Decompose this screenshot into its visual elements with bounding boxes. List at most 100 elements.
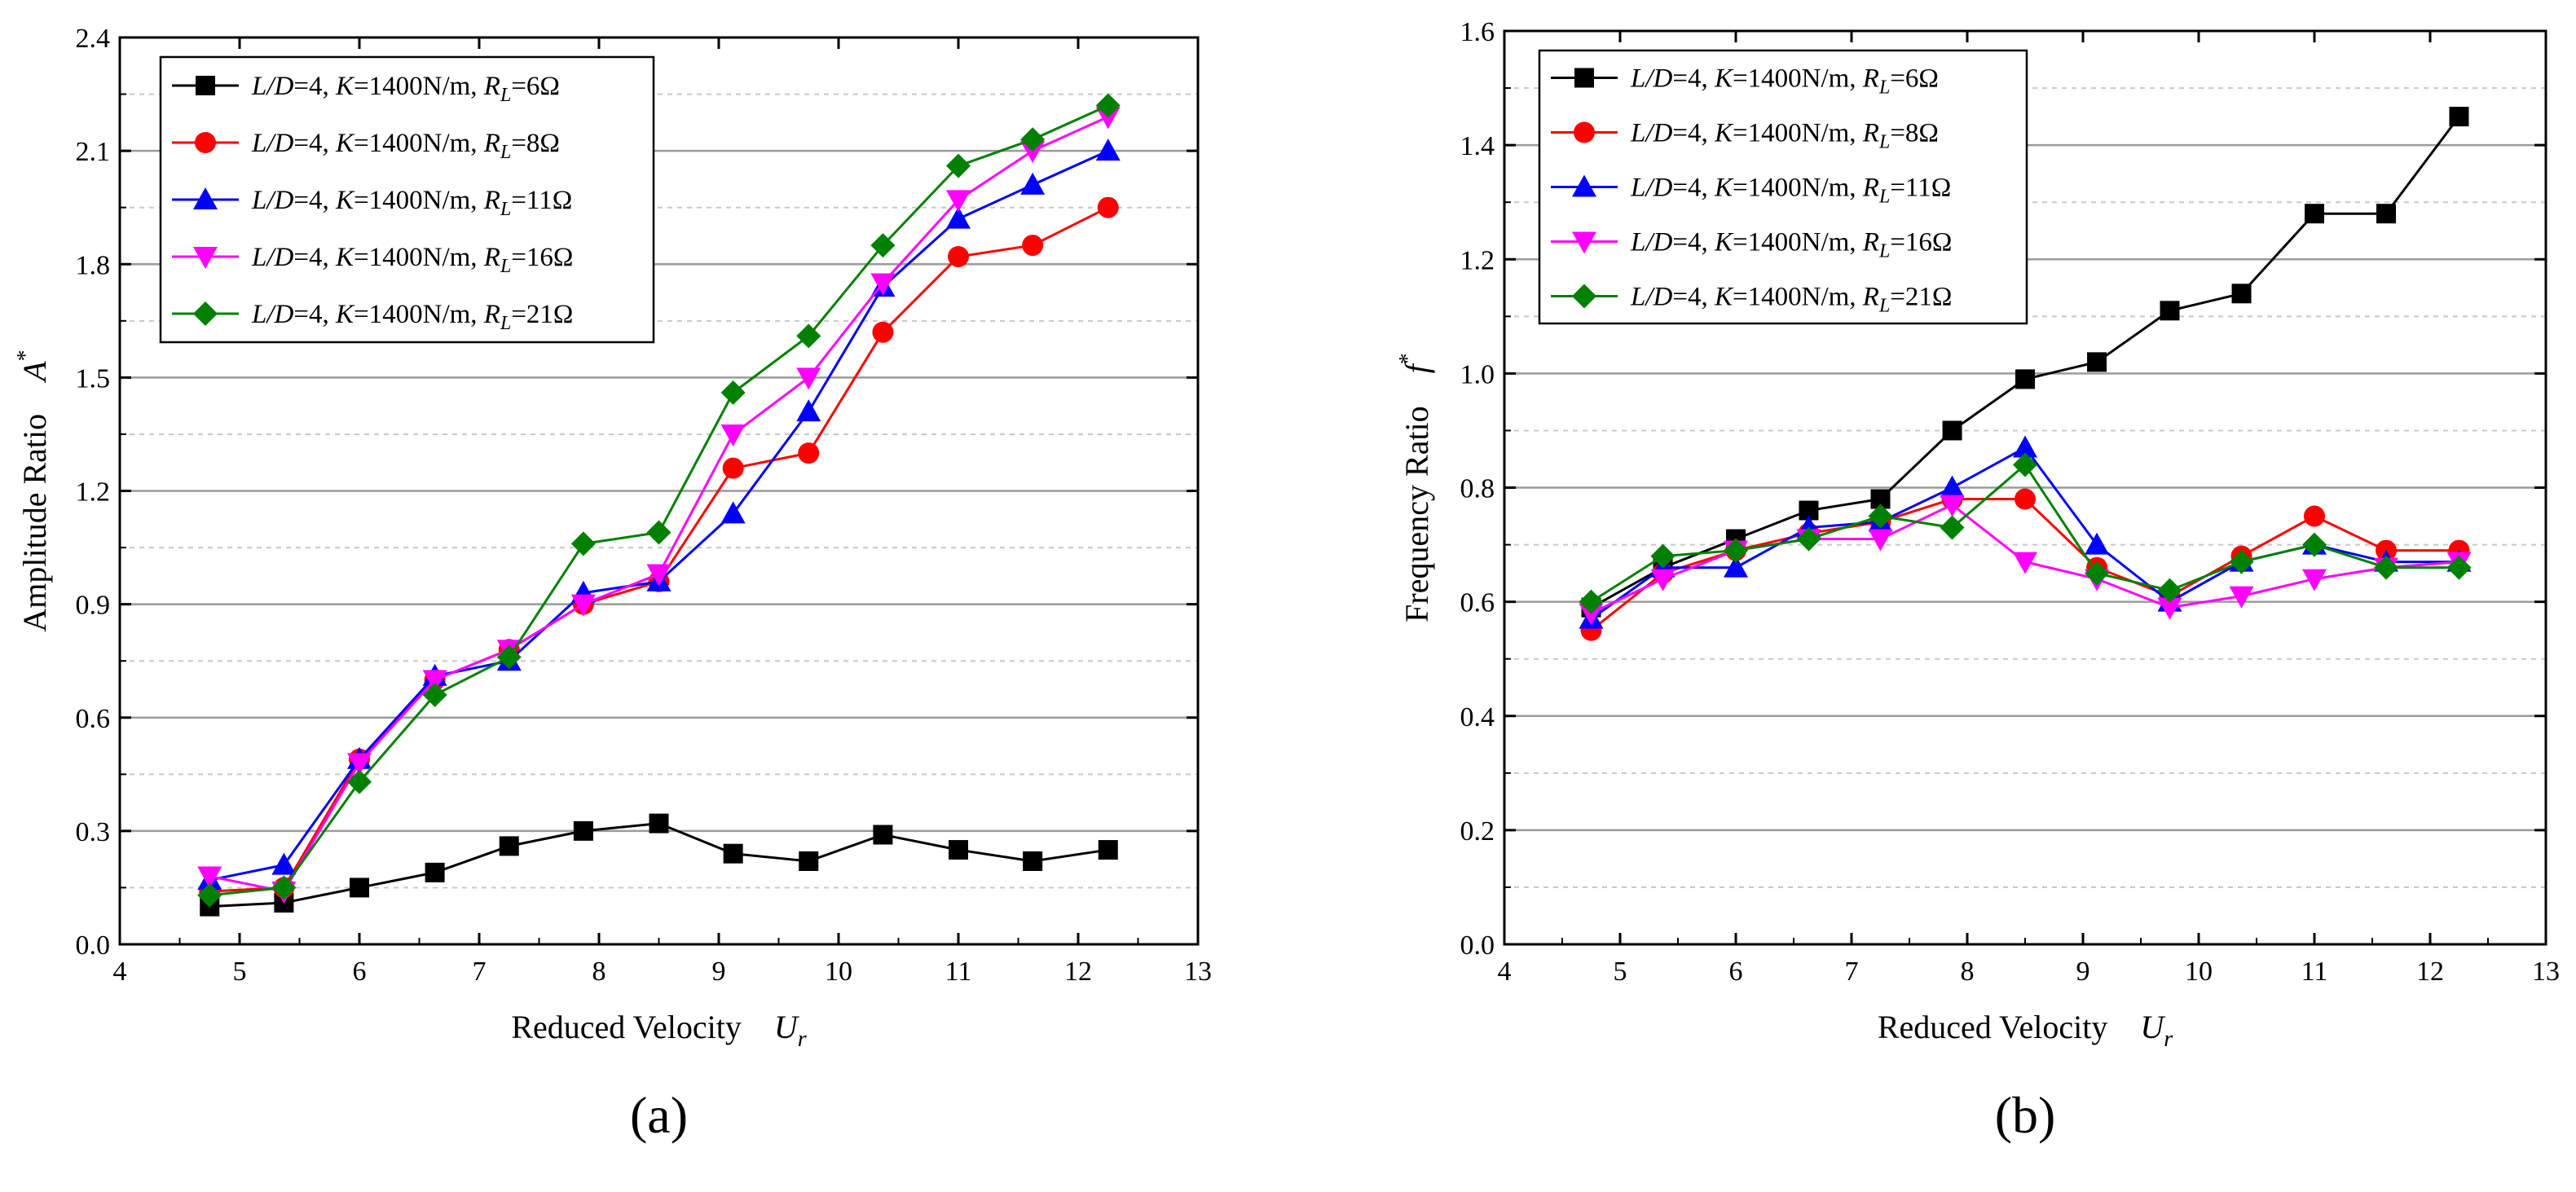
data-point-s3-10 — [2302, 569, 2327, 592]
panel-label: (a) — [630, 1086, 688, 1144]
data-point-s0-5 — [1942, 420, 1962, 441]
x-tick-label: 7 — [1845, 957, 1859, 987]
y-tick-label: 0.8 — [1460, 474, 1495, 504]
y-tick-label: 0.0 — [1460, 930, 1495, 961]
data-point-s4-8 — [796, 323, 821, 349]
data-point-s2-2 — [1724, 555, 1748, 578]
y-tick-label: 0.6 — [76, 704, 111, 734]
data-point-s1-9 — [872, 321, 894, 343]
data-point-s4-4 — [1868, 504, 1893, 529]
legend-marker-4 — [193, 301, 218, 326]
data-point-s3-9 — [870, 273, 896, 296]
x-tick-label: 4 — [113, 957, 127, 987]
x-tick-label: 8 — [592, 957, 606, 987]
y-tick-label: 1.6 — [1460, 17, 1495, 47]
x-axis-title: Reduced Velocity Ur — [1878, 1009, 2173, 1052]
data-point-s0-9 — [873, 825, 893, 845]
x-tick-label: 8 — [1961, 957, 1975, 987]
legend-label-4: L/D=4, K=1400N/m, RL=21Ω — [251, 300, 573, 334]
data-point-s0-10 — [2305, 204, 2324, 224]
legend-label-4: L/D=4, K=1400N/m, RL=21Ω — [1630, 283, 1952, 317]
data-point-s4-12 — [2446, 555, 2472, 580]
x-tick-label: 5 — [1614, 957, 1627, 987]
x-tick-label: 10 — [2185, 957, 2213, 987]
legend-marker-3 — [1572, 231, 1596, 254]
legend-marker-4 — [1572, 284, 1596, 309]
data-point-s1-8 — [798, 442, 820, 464]
y-tick-label: 1.0 — [1460, 359, 1495, 389]
data-point-s4-4 — [496, 644, 522, 670]
legend-box — [1538, 49, 2028, 325]
x-tick-label: 11 — [945, 957, 972, 987]
data-point-s2-8 — [796, 399, 821, 422]
legend-box — [159, 55, 655, 344]
data-point-s3-8 — [796, 367, 821, 390]
data-point-s2-5 — [1940, 475, 1965, 498]
data-point-s0-6 — [649, 813, 669, 834]
panel-a: 0.0 0.3 0.6 0.9 1.2 1.5 1.8 2.1 2.4 4 5 6 7 8 9 10 11 12 1… — [13, 24, 1212, 1144]
data-point-s4-2 — [347, 769, 372, 794]
y-axis-title: Amplitude Ratio A* — [13, 350, 53, 631]
x-tick-label: 9 — [2076, 957, 2090, 987]
y-tick-label: 0.9 — [76, 591, 111, 621]
x-tick-label: 11 — [2301, 957, 2328, 987]
data-point-s4-0 — [1579, 589, 1604, 614]
data-point-s1-6 — [2015, 488, 2036, 510]
x-tick-label: 13 — [1184, 957, 1212, 987]
panel-b: 0.0 0.2 0.4 0.6 0.8 1.0 1.2 1.4 1.6 4 5 6 7 8 9 10 11 12 1… — [1395, 17, 2560, 1144]
data-point-s3-1 — [1650, 569, 1676, 592]
data-point-s1-7 — [722, 457, 744, 479]
data-point-s3-11 — [1020, 141, 1046, 164]
legend-marker-2 — [193, 187, 218, 209]
y-tick-label: 0.0 — [76, 930, 111, 961]
data-point-s3-10 — [946, 190, 971, 213]
data-point-s4-7 — [2085, 561, 2110, 586]
y-tick-label: 1.8 — [76, 250, 111, 280]
data-point-s3-12 — [1095, 107, 1121, 130]
x-tick-label: 13 — [2532, 957, 2560, 987]
y-tick-label: 1.2 — [76, 477, 111, 508]
data-point-s0-9 — [2231, 284, 2252, 304]
data-point-s4-11 — [2374, 555, 2399, 580]
x-tick-label: 7 — [473, 957, 487, 987]
data-point-s4-6 — [646, 520, 672, 545]
legend-marker-0 — [196, 76, 215, 95]
data-point-s0-11 — [2376, 204, 2397, 224]
data-point-s3-8 — [2157, 597, 2182, 620]
data-point-s3-3 — [422, 670, 447, 693]
legend-label-3: L/D=4, K=1400N/m, RL=16Ω — [1630, 228, 1952, 262]
legend-marker-1 — [195, 132, 216, 153]
data-point-s4-7 — [720, 380, 746, 405]
data-point-s3-4 — [1868, 529, 1893, 552]
data-point-s4-1 — [271, 875, 297, 900]
data-point-s4-2 — [1724, 538, 1748, 563]
data-point-s3-5 — [1940, 495, 1965, 517]
series-line-4 — [1590, 463, 2459, 603]
x-tick-label: 10 — [825, 957, 852, 987]
data-point-s4-1 — [1650, 543, 1676, 569]
data-point-s0-7 — [2087, 352, 2107, 372]
x-tick-label: 5 — [233, 957, 247, 987]
data-point-s4-9 — [2229, 549, 2254, 574]
legend-label-2: L/D=4, K=1400N/m, RL=11Ω — [251, 186, 572, 220]
legend-label-0: L/D=4, K=1400N/m, RL=6Ω — [251, 72, 560, 106]
data-point-s0-10 — [949, 840, 968, 860]
legend-label-1: L/D=4, K=1400N/m, RL=8Ω — [1630, 119, 1939, 153]
legend-marker-1 — [1574, 121, 1595, 143]
data-point-s3-6 — [2013, 552, 2037, 574]
data-point-s1-11 — [1022, 235, 1044, 257]
x-tick-label: 12 — [2416, 957, 2444, 987]
x-axis-title: Reduced Velocity Ur — [511, 1009, 806, 1052]
panel-label: (b) — [1995, 1086, 2056, 1144]
y-tick-label: 1.4 — [1460, 131, 1495, 161]
data-point-s4-3 — [422, 682, 447, 707]
data-point-s0-2 — [350, 878, 369, 898]
data-point-s2-7 — [720, 501, 746, 524]
data-point-s4-9 — [870, 233, 896, 258]
data-point-s2-7 — [2085, 532, 2110, 555]
legend-label-3: L/D=4, K=1400N/m, RL=16Ω — [251, 243, 573, 277]
data-point-s4-8 — [2157, 578, 2182, 603]
y-tick-label: 1.5 — [76, 363, 111, 394]
x-tick-label: 6 — [353, 957, 367, 987]
series-line-0 — [209, 822, 1108, 908]
